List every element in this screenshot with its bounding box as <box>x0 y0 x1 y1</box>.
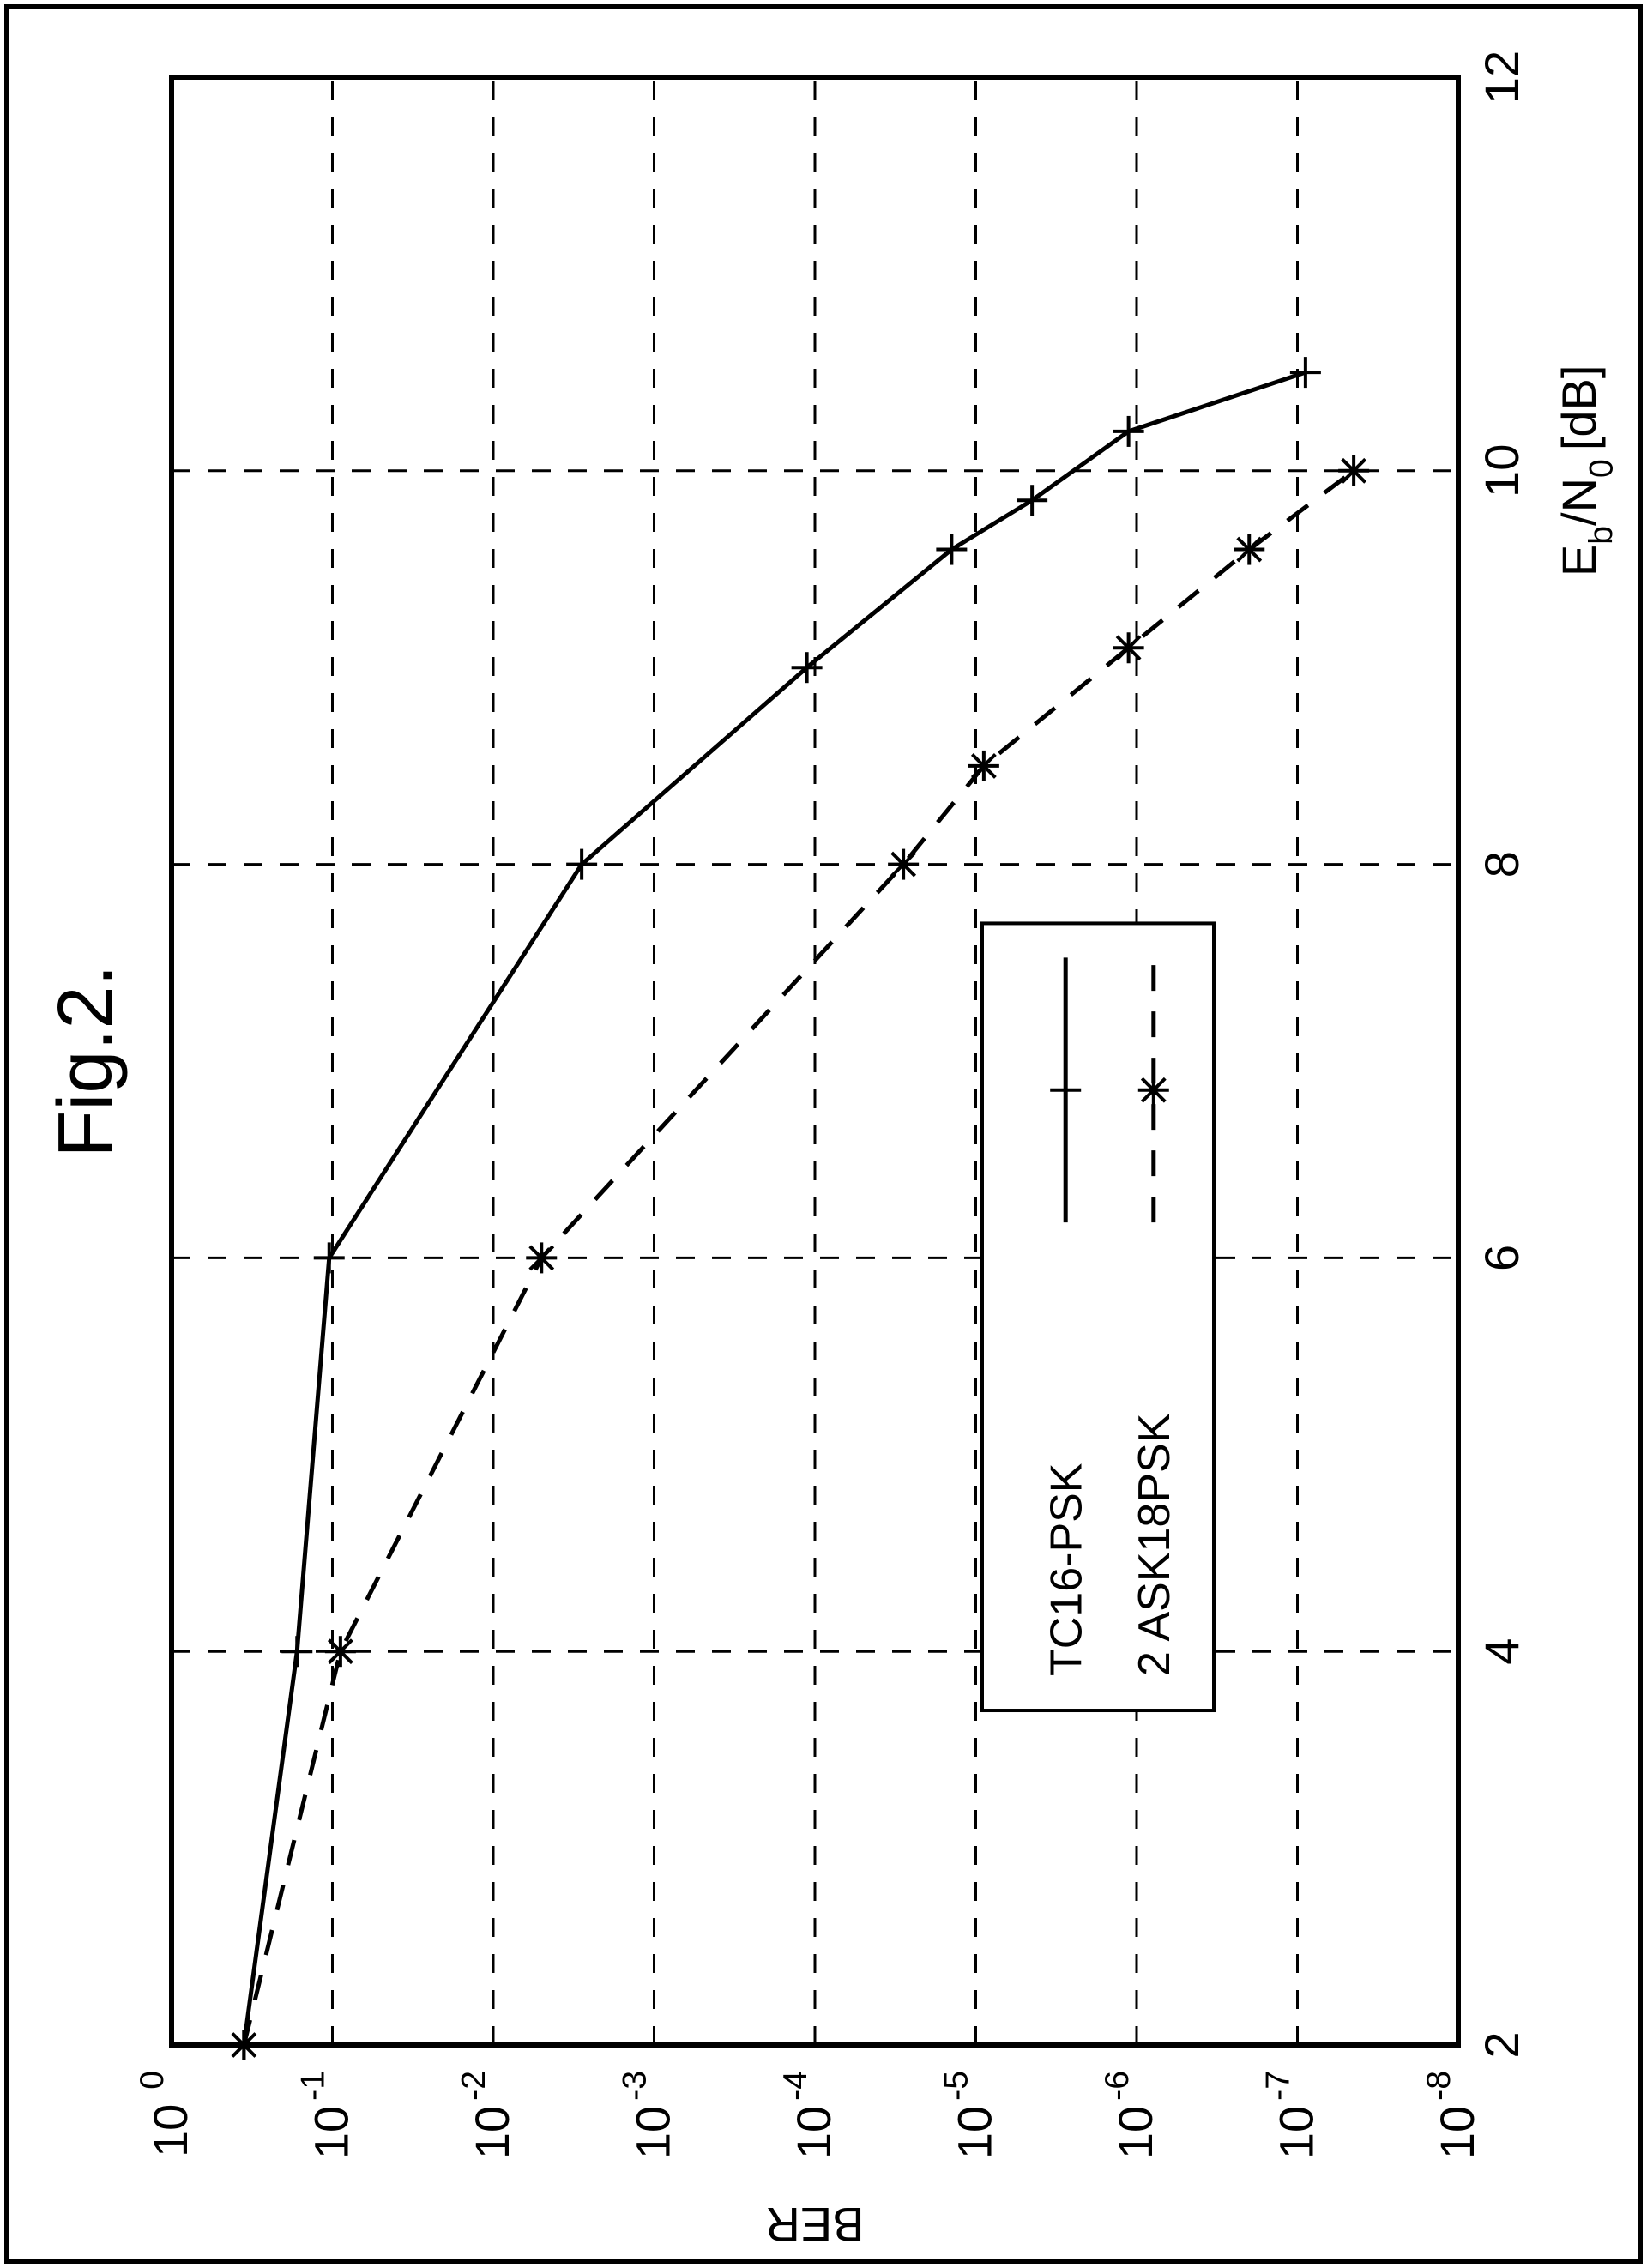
x-tick-label: 2 <box>1475 2031 1529 2058</box>
y-tick-label: 10-3 <box>617 2071 680 2159</box>
chart-title: Fig.2. <box>43 964 129 1157</box>
y-tick-label: 10-6 <box>1099 2071 1162 2159</box>
y-tick-label: 10-1 <box>295 2071 359 2159</box>
legend: TC16-PSK 2 ASK18PSK <box>982 923 1214 1710</box>
legend-label: 2 ASK18PSK <box>1130 1413 1179 1676</box>
y-tick-label: 10-5 <box>938 2071 1002 2159</box>
y-tick-label: 10 0 <box>134 2071 197 2157</box>
x-axis-label: Eb/N0[dB] <box>1552 365 1620 577</box>
x-tick-label: 8 <box>1475 851 1529 878</box>
y-tick-label: 10-4 <box>777 2071 841 2159</box>
legend-label: TC16-PSK <box>1041 1463 1091 1676</box>
x-tick-label: 6 <box>1475 1245 1529 1271</box>
y-tick-label: 10-7 <box>1260 2071 1324 2159</box>
y-tick-label: 10-2 <box>455 2071 519 2159</box>
x-tick-label: 12 <box>1475 51 1529 104</box>
y-axis-label: BER <box>765 2198 864 2252</box>
x-tick-label: 4 <box>1475 1638 1529 1665</box>
ber-chart: Fig.2. 2 4 6 8 10 12 10 0 10-1 10-2 10-3 10-4 10-5 10… <box>0 0 1647 2268</box>
x-tick-label: 10 <box>1475 444 1529 498</box>
y-tick-label: 10-8 <box>1421 2071 1484 2159</box>
